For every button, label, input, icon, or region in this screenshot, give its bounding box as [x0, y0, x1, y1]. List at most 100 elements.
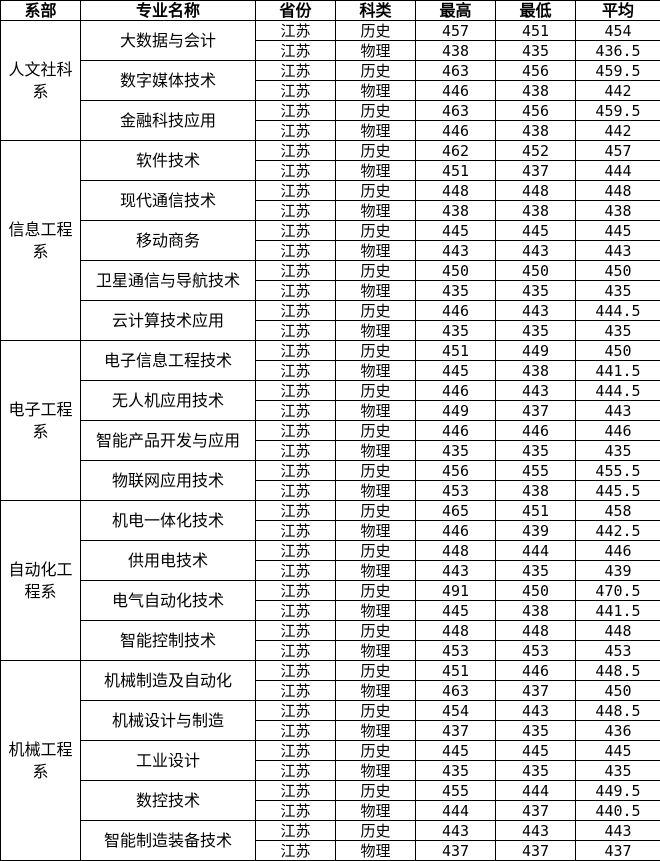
avg-score-cell: 442 [575, 80, 660, 101]
province-cell: 江苏 [255, 140, 336, 161]
province-cell: 江苏 [255, 160, 336, 181]
avg-score-cell: 441.5 [575, 600, 660, 621]
avg-score-cell: 454 [575, 20, 660, 41]
min-score-cell: 443 [495, 240, 576, 261]
max-score-cell: 435 [415, 320, 496, 341]
province-cell: 江苏 [255, 180, 336, 201]
province-cell: 江苏 [255, 620, 336, 641]
avg-score-cell: 448 [575, 620, 660, 641]
min-score-cell: 435 [495, 320, 576, 341]
max-score-cell: 445 [415, 360, 496, 381]
table-row: 江苏 物理 444 437 440.5 [1, 800, 660, 821]
max-score-cell: 463 [415, 100, 496, 121]
min-score-cell: 444 [495, 540, 576, 561]
province-cell: 江苏 [255, 100, 336, 121]
min-score-cell: 443 [495, 820, 576, 841]
avg-score-cell: 446 [575, 420, 660, 441]
table-row: 江苏 物理 445 438 441.5 [1, 600, 660, 621]
avg-score-cell: 439 [575, 560, 660, 581]
min-score-cell: 437 [495, 840, 576, 861]
table-row: 智能产品开发与应用 江苏 历史 446 446 446 [1, 420, 660, 461]
max-score-cell: 446 [415, 80, 496, 101]
province-cell: 江苏 [255, 400, 336, 421]
max-score-cell: 438 [415, 40, 496, 61]
province-cell: 江苏 [255, 200, 336, 221]
province-cell: 江苏 [255, 480, 336, 501]
max-score-cell: 449 [415, 400, 496, 421]
department-cell: 机械工程系 [0, 660, 81, 861]
province-cell: 江苏 [255, 240, 336, 261]
header-avg: 平均 [575, 0, 660, 21]
subject-cell: 物理 [335, 400, 416, 421]
avg-score-cell: 450 [575, 340, 660, 361]
major-cell: 智能产品开发与应用 [80, 420, 256, 461]
table-row: 卫星通信与导航技术 江苏 历史 450 450 450 [1, 260, 660, 301]
min-score-cell: 437 [495, 160, 576, 181]
subject-cell: 历史 [335, 580, 416, 601]
avg-score-cell: 441.5 [575, 360, 660, 381]
table-row: 江苏 物理 451 437 444 [1, 160, 660, 181]
table-row: 自动化工程系 机电一体化技术 江苏 历史 465 451 458 [0, 500, 660, 661]
min-score-cell: 446 [495, 420, 576, 441]
max-score-cell: 446 [415, 520, 496, 541]
subject-cell: 历史 [335, 740, 416, 761]
min-score-cell: 437 [495, 800, 576, 821]
avg-score-cell: 438 [575, 200, 660, 221]
avg-score-cell: 450 [575, 680, 660, 701]
min-score-cell: 450 [495, 260, 576, 281]
avg-score-cell: 435 [575, 320, 660, 341]
avg-score-cell: 453 [575, 640, 660, 661]
major-cell: 现代通信技术 [80, 180, 256, 221]
subject-cell: 物理 [335, 760, 416, 781]
max-score-cell: 462 [415, 140, 496, 161]
table-body: 人文社科系 大数据与会计 江苏 历史 457 451 454 江苏 物理 438 435 436.5 数… [0, 20, 660, 861]
max-score-cell: 491 [415, 580, 496, 601]
table-row: 江苏 物理 438 438 438 [1, 200, 660, 221]
table-row: 数字媒体技术 江苏 历史 463 456 459.5 [1, 60, 660, 101]
min-score-cell: 438 [495, 120, 576, 141]
department-cell: 自动化工程系 [0, 500, 81, 661]
avg-score-cell: 449.5 [575, 780, 660, 801]
min-score-cell: 435 [495, 280, 576, 301]
max-score-cell: 456 [415, 460, 496, 481]
province-cell: 江苏 [255, 820, 336, 841]
major-cell: 智能制造装备技术 [80, 820, 256, 861]
subject-cell: 历史 [335, 780, 416, 801]
subject-cell: 历史 [335, 20, 416, 41]
subject-cell: 历史 [335, 140, 416, 161]
subject-cell: 物理 [335, 560, 416, 581]
header-department: 系部 [0, 0, 81, 21]
province-cell: 江苏 [255, 740, 336, 761]
avg-score-cell: 446 [575, 540, 660, 561]
min-score-cell: 451 [495, 500, 576, 521]
major-cell: 机械制造及自动化 [80, 660, 256, 701]
avg-score-cell: 455.5 [575, 460, 660, 481]
min-score-cell: 443 [495, 300, 576, 321]
subject-cell: 历史 [335, 460, 416, 481]
max-score-cell: 443 [415, 560, 496, 581]
avg-score-cell: 442.5 [575, 520, 660, 541]
max-score-cell: 446 [415, 380, 496, 401]
province-cell: 江苏 [255, 380, 336, 401]
province-cell: 江苏 [255, 660, 336, 681]
subject-cell: 历史 [335, 180, 416, 201]
subject-cell: 历史 [335, 540, 416, 561]
min-score-cell: 455 [495, 460, 576, 481]
avg-score-cell: 445 [575, 740, 660, 761]
table-row: 云计算技术应用 江苏 历史 446 443 444.5 [1, 300, 660, 341]
table-row: 数控技术 江苏 历史 455 444 449.5 [1, 780, 660, 821]
min-score-cell: 438 [495, 200, 576, 221]
avg-score-cell: 445 [575, 220, 660, 241]
min-score-cell: 443 [495, 380, 576, 401]
avg-score-cell: 448.5 [575, 660, 660, 681]
min-score-cell: 439 [495, 520, 576, 541]
max-score-cell: 446 [415, 300, 496, 321]
max-score-cell: 453 [415, 480, 496, 501]
avg-score-cell: 435 [575, 280, 660, 301]
subject-cell: 物理 [335, 640, 416, 661]
max-score-cell: 454 [415, 700, 496, 721]
department-cell: 电子工程系 [0, 340, 81, 501]
province-cell: 江苏 [255, 60, 336, 81]
max-score-cell: 451 [415, 160, 496, 181]
